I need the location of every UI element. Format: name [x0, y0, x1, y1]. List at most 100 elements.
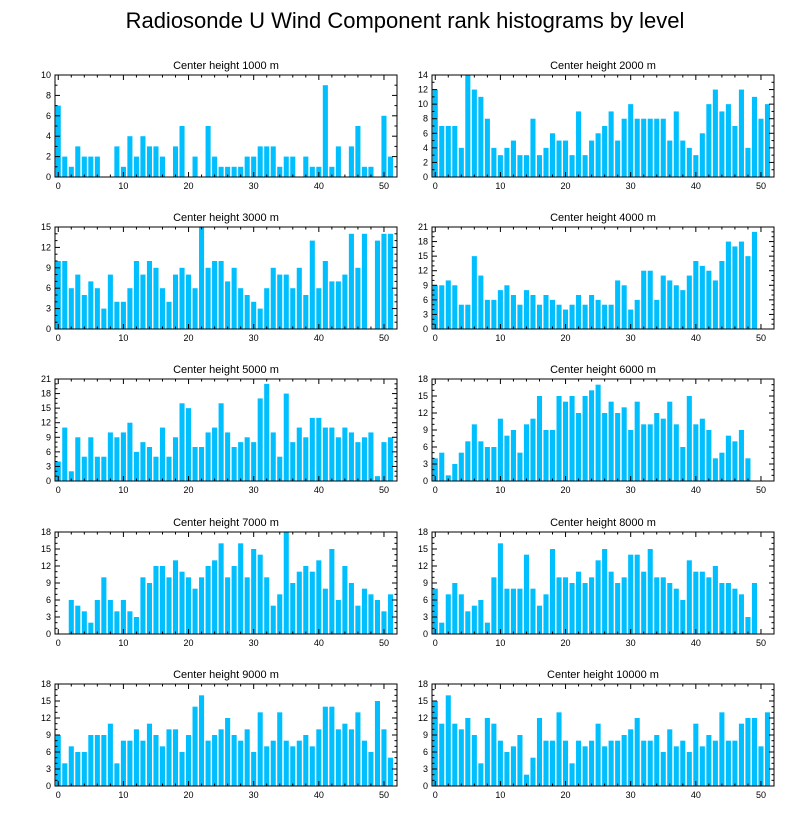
histogram-bar — [75, 146, 81, 177]
y-tick-label: 6 — [46, 283, 51, 293]
histogram-bar — [471, 256, 477, 329]
histogram-bar — [290, 583, 296, 634]
histogram-bar — [387, 156, 394, 177]
histogram-bar — [94, 156, 100, 177]
histogram-bar — [159, 156, 166, 177]
x-tick-label: 40 — [314, 485, 324, 495]
histogram-bar — [62, 427, 68, 481]
histogram-bar — [706, 430, 712, 481]
histogram-bar — [549, 430, 556, 481]
histogram-bar — [88, 735, 94, 786]
histogram-bar — [445, 280, 451, 329]
histogram-bar — [478, 96, 484, 177]
histogram-bar — [264, 288, 270, 329]
histogram-bar — [316, 288, 322, 329]
y-tick-label: 18 — [41, 389, 51, 399]
histogram-bar — [81, 456, 87, 481]
histogram-bar — [251, 549, 257, 634]
histogram-bar — [543, 295, 549, 329]
histogram-bar — [576, 740, 582, 786]
histogram-bar — [673, 111, 679, 177]
x-tick-label: 40 — [691, 485, 701, 495]
histogram-bar — [348, 233, 354, 329]
histogram-bar — [68, 166, 74, 177]
histogram-bar — [725, 740, 731, 786]
histogram-bar — [153, 456, 159, 481]
histogram-bar — [55, 105, 61, 177]
histogram-bar — [368, 432, 374, 481]
histogram-panel: Center height 1000 m 0 10 20 30 40 50 0 2 4 6 8 10 — [41, 60, 398, 191]
histogram-bar — [738, 430, 744, 481]
histogram-bar — [303, 566, 309, 634]
histogram-bar — [238, 166, 244, 177]
histogram-bar — [445, 594, 451, 634]
histogram-bar — [88, 281, 94, 329]
histogram-bar — [719, 583, 725, 634]
histogram-bar — [192, 706, 198, 786]
histogram-bar — [270, 267, 276, 329]
x-tick-label: 20 — [184, 638, 194, 648]
histogram-bar — [647, 424, 653, 481]
histogram-bar — [81, 295, 87, 329]
y-tick-label: 18 — [41, 679, 51, 689]
y-tick-label: 6 — [46, 111, 51, 121]
x-tick-label: 50 — [379, 638, 389, 648]
histogram-bar — [146, 723, 152, 786]
histogram-bar — [484, 299, 490, 329]
histogram-bar — [225, 577, 231, 634]
histogram-bar — [127, 136, 133, 177]
histogram-bar — [68, 288, 74, 329]
histogram-bar — [264, 383, 270, 481]
histogram-bar — [68, 600, 74, 634]
histogram-bar — [153, 146, 159, 177]
histogram-bar — [277, 712, 283, 786]
histogram-bar — [283, 532, 289, 634]
histogram-bar — [510, 430, 516, 481]
histogram-bar — [199, 227, 205, 329]
histogram-bar — [335, 437, 341, 481]
histogram-panel: Center height 10000 m 0 10 20 30 40 50 0 3 6 9 12 15… — [418, 669, 775, 800]
histogram-bar — [647, 549, 653, 634]
histogram-bar — [322, 427, 328, 481]
x-tick-label: 0 — [433, 181, 438, 191]
histogram-bar — [660, 752, 666, 786]
histogram-bar — [270, 146, 276, 177]
histogram-bar — [114, 611, 120, 634]
y-tick-label: 18 — [418, 679, 428, 689]
histogram-bar — [478, 275, 484, 329]
histogram-bar — [114, 437, 120, 481]
histogram-bar — [342, 566, 348, 634]
histogram-bar — [205, 432, 211, 481]
histogram-bar — [641, 424, 647, 481]
histogram-bar — [244, 295, 250, 329]
x-tick-label: 40 — [314, 333, 324, 343]
histogram-bar — [192, 156, 198, 177]
histogram-bar — [680, 290, 686, 329]
y-tick-label: 15 — [418, 544, 428, 554]
histogram-bar — [218, 403, 224, 481]
histogram-bar — [225, 281, 231, 329]
y-tick-label: 12 — [418, 266, 428, 276]
histogram-bar — [179, 571, 185, 634]
histogram-bar — [329, 427, 335, 481]
x-tick-label: 20 — [184, 790, 194, 800]
histogram-bar — [602, 746, 608, 786]
y-tick-label: 9 — [423, 280, 428, 290]
histogram-bar — [107, 432, 113, 481]
histogram-bar — [231, 267, 237, 329]
histogram-bar — [309, 417, 315, 481]
histogram-bar — [621, 577, 627, 634]
histogram-bar — [303, 156, 309, 177]
histogram-bar — [432, 285, 438, 329]
y-tick-label: 15 — [418, 251, 428, 261]
histogram-bar — [536, 155, 543, 177]
main-title: Radiosonde U Wind Component rank histogr… — [125, 8, 685, 33]
histogram-bar — [101, 308, 107, 329]
histogram-bar — [205, 126, 211, 177]
histogram-bar — [549, 740, 556, 786]
histogram-bar — [738, 89, 744, 177]
histogram-bar — [699, 265, 705, 329]
panel-title: Center height 2000 m — [550, 60, 656, 72]
x-tick-label: 0 — [433, 333, 438, 343]
histogram-bar — [549, 549, 556, 634]
